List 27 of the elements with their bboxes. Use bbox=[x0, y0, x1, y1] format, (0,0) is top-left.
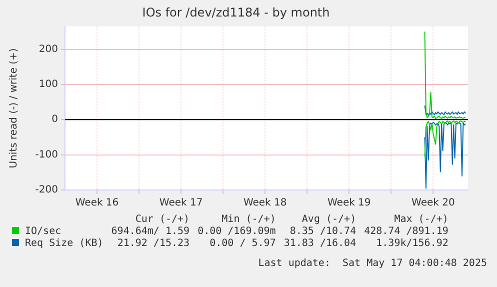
y-tick-label: 100 bbox=[38, 79, 58, 90]
text: 1.39k/156.92 bbox=[375, 238, 450, 250]
text: 694.64m/ 1.59 bbox=[110, 226, 191, 238]
text: Last update: Sat May 17 04:00:48 2025 bbox=[258, 258, 487, 269]
x-tick-label: Week 20 bbox=[412, 198, 455, 209]
text: 0.00 / 5.97 bbox=[208, 238, 277, 250]
text: 8.35 /10.74 bbox=[288, 226, 358, 238]
x-tick-label: Week 16 bbox=[75, 198, 119, 209]
text: Min (-/+) bbox=[220, 214, 277, 226]
text: Cur (-/+) bbox=[134, 214, 191, 226]
y-tick-label: -200 bbox=[35, 184, 58, 196]
y-tick-label: 0 bbox=[52, 114, 58, 126]
text: 428.74 /891.19 bbox=[363, 226, 450, 238]
y-axis-title: Units read (-) / write (+) bbox=[8, 48, 20, 168]
x-tick-label: Week 19 bbox=[327, 198, 371, 209]
legend-label: Req Size (KB) bbox=[24, 238, 104, 250]
x-tick-label: Week 18 bbox=[243, 198, 287, 209]
text: 31.83 /16.04 bbox=[282, 238, 358, 250]
text: 0.00 /169.09m bbox=[196, 226, 277, 238]
y-tick-label: 200 bbox=[38, 44, 58, 55]
x-tick-label: Week 17 bbox=[159, 198, 203, 209]
text: 21.92 /15.23 bbox=[116, 238, 191, 250]
y-tick-label: -100 bbox=[35, 149, 58, 160]
chart-title: IOs for /dev/zd1184 - by month bbox=[142, 5, 330, 20]
text: Avg (-/+) bbox=[300, 214, 358, 226]
text: Max (-/+) bbox=[393, 214, 450, 226]
legend-label: IO/sec bbox=[24, 226, 62, 238]
